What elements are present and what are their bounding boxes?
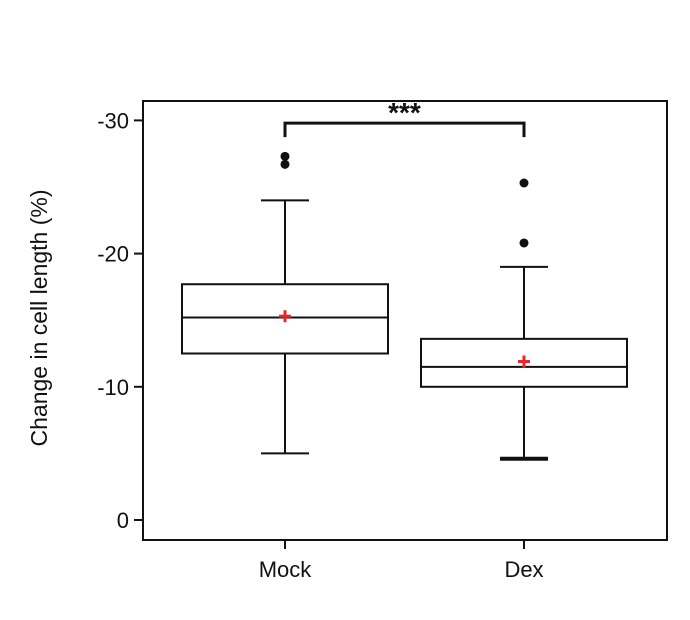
plot-frame [142, 100, 668, 541]
x-axis: Mock Dex [259, 540, 544, 582]
x-tick-label: Mock [259, 557, 313, 582]
outlier-point [280, 151, 290, 161]
outlier-point [519, 238, 529, 248]
significance-bracket: *** [283, 97, 526, 138]
x-tick-label: Dex [504, 557, 543, 582]
bracket-line [283, 121, 526, 138]
box-dex [420, 178, 628, 461]
y-axis: -30 -20 -10 0 [97, 108, 143, 533]
outlier-point [519, 178, 529, 188]
y-tick-label: -30 [97, 108, 129, 133]
outlier-point [280, 159, 290, 169]
box-mock [181, 151, 389, 455]
y-tick-label: 0 [117, 508, 129, 533]
y-axis-label: Change in cell length (%) [26, 190, 52, 447]
y-tick-label: -20 [97, 242, 129, 267]
box-series [181, 151, 628, 461]
significance-stars: *** [388, 97, 421, 128]
y-tick-label: -10 [97, 375, 129, 400]
